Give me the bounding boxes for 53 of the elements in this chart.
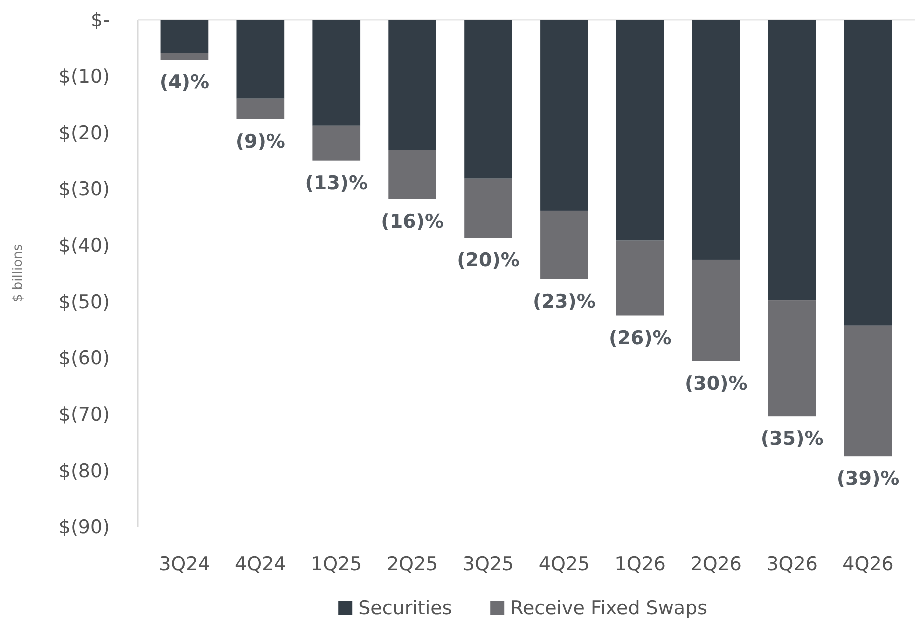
bar bbox=[160, 20, 209, 54]
y-tick-label: $(90) bbox=[58, 516, 110, 539]
bar bbox=[236, 98, 285, 120]
annotation: (39)% bbox=[836, 468, 900, 490]
bar bbox=[540, 20, 588, 211]
bar bbox=[692, 20, 740, 260]
bar bbox=[388, 20, 436, 150]
annotation: (20)% bbox=[457, 250, 520, 272]
annotation: (4)% bbox=[160, 72, 210, 94]
annotation: (26)% bbox=[609, 327, 672, 350]
y-tick-label: $(30) bbox=[58, 178, 110, 201]
x-tick-label: 2Q26 bbox=[690, 554, 742, 576]
legend-label: Receive Fixed Swaps bbox=[510, 598, 708, 620]
y-tick-label: $(60) bbox=[58, 348, 110, 370]
bar bbox=[692, 260, 740, 362]
legend-label: Securities bbox=[358, 598, 452, 620]
y-tick-label: $(20) bbox=[58, 122, 110, 144]
x-tick-label: 1Q26 bbox=[614, 554, 666, 576]
bar bbox=[388, 150, 436, 200]
bar bbox=[312, 126, 361, 161]
bar bbox=[768, 20, 816, 301]
y-tick-label: $(80) bbox=[58, 460, 110, 482]
y-tick-label: $(10) bbox=[58, 66, 110, 88]
annotation: (13)% bbox=[305, 172, 368, 194]
x-tick-label: 3Q24 bbox=[159, 554, 210, 576]
bar bbox=[160, 53, 209, 60]
x-tick-label: 1Q25 bbox=[311, 554, 362, 576]
x-tick-label: 2Q25 bbox=[386, 554, 438, 576]
x-tick-label: 3Q26 bbox=[766, 554, 818, 576]
bar bbox=[464, 178, 512, 238]
annotation: (16)% bbox=[381, 210, 444, 233]
bar bbox=[616, 240, 664, 316]
bar bbox=[464, 20, 512, 179]
annotation: (23)% bbox=[533, 290, 596, 313]
x-tick-label: 4Q26 bbox=[842, 554, 894, 576]
y-tick-label: $- bbox=[91, 10, 110, 32]
bar bbox=[844, 20, 892, 326]
bar bbox=[236, 20, 285, 99]
bar bbox=[768, 300, 816, 417]
x-tick-label: 3Q25 bbox=[462, 554, 514, 576]
bar bbox=[616, 20, 664, 241]
bar bbox=[540, 210, 588, 280]
bar bbox=[312, 20, 361, 126]
annotation: (9)% bbox=[236, 130, 286, 153]
y-tick-label: $(40) bbox=[58, 234, 110, 257]
annotation: (30)% bbox=[684, 373, 748, 396]
x-tick-label: 4Q24 bbox=[235, 554, 286, 576]
y-tick-label: $(70) bbox=[58, 404, 110, 426]
y-axis-title: $ billions bbox=[11, 244, 26, 303]
annotation: (35)% bbox=[760, 428, 824, 450]
y-tick-label: $(50) bbox=[58, 291, 110, 314]
x-tick-label: 4Q25 bbox=[538, 554, 590, 576]
bar bbox=[844, 326, 892, 457]
